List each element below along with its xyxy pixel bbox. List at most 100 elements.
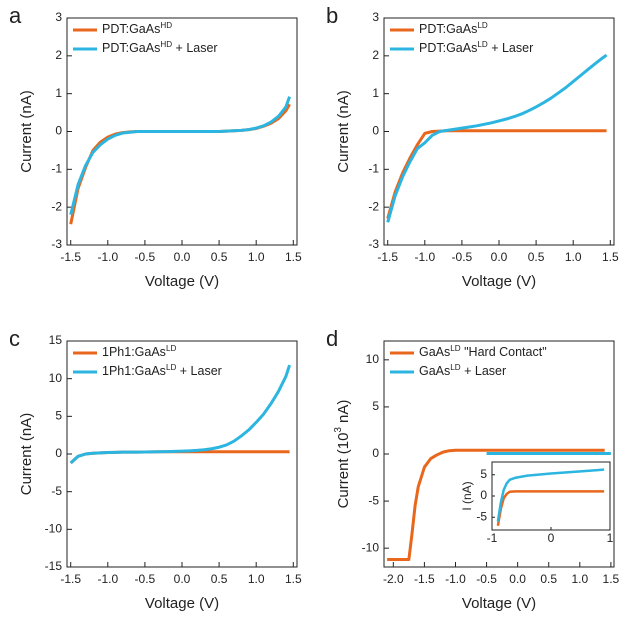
y-tick-label: -5	[368, 493, 379, 507]
y-tick-label: 2	[372, 48, 379, 62]
y-tick-label: 5	[55, 409, 62, 423]
y-axis-label: Current (103 nA)	[333, 400, 352, 509]
x-tick-label: -1.5	[60, 250, 81, 264]
x-axis-label: Voltage (V)	[462, 595, 536, 612]
text-part: GaAs	[419, 364, 450, 378]
x-axis-label: Voltage (V)	[462, 273, 536, 290]
x-tick-label: -0.5	[135, 572, 156, 586]
y-tick-label: -1	[368, 162, 379, 176]
x-tick-label: -1.0	[445, 572, 466, 586]
legend-label: 1Ph1:GaAsLD + Laser	[102, 363, 222, 379]
text-part: Current (10	[335, 433, 352, 509]
panel-label: c	[9, 326, 20, 351]
panel-label: a	[9, 3, 22, 28]
y-tick-label: 1	[55, 86, 62, 100]
x-tick-label: -1.5	[414, 572, 435, 586]
plot-frame	[491, 461, 611, 531]
y-tick-label: -3	[368, 237, 379, 251]
x-tick-label: -1.0	[97, 572, 118, 586]
y-axis-label: I (nA)	[460, 481, 474, 510]
superscript: LD	[450, 344, 461, 353]
y-axis-label: Current (nA)	[18, 413, 35, 496]
y-tick-label: 10	[49, 371, 63, 385]
x-tick-label: 1.0	[248, 572, 265, 586]
x-tick-label: 0.0	[174, 250, 191, 264]
x-tick-label: 1.5	[602, 250, 619, 264]
x-tick-label: 0	[548, 531, 555, 545]
series-line	[69, 103, 291, 225]
text-part: + Laser	[461, 364, 507, 378]
y-tick-label: 5	[372, 399, 379, 413]
plot-frame	[66, 340, 298, 568]
y-tick-label: 0	[372, 124, 379, 138]
series-line	[386, 129, 607, 219]
x-tick-label: -0.5	[476, 572, 497, 586]
series-line	[386, 53, 608, 223]
x-tick-label: -0.5	[135, 250, 156, 264]
legend-label: 1Ph1:GaAsLD	[102, 344, 176, 360]
text-part: nA)	[335, 400, 352, 428]
series-line	[496, 490, 605, 526]
plot-frame	[66, 17, 298, 246]
x-tick-label: 0.0	[509, 572, 526, 586]
x-tick-label: 1	[607, 531, 614, 545]
x-tick-label: 1.0	[565, 250, 582, 264]
superscript: HD	[160, 21, 172, 30]
y-tick-label: 0	[480, 488, 487, 502]
series-line	[69, 96, 291, 216]
y-axis-label: Current (nA)	[18, 90, 35, 173]
legend-label: GaAsLD + Laser	[419, 363, 506, 379]
x-tick-label: 1.5	[285, 572, 302, 586]
panel-label: b	[326, 3, 338, 28]
x-tick-label: 0.5	[540, 572, 557, 586]
x-tick-label: -1.0	[97, 250, 118, 264]
text-part: + Laser	[488, 41, 534, 55]
plot-frame	[383, 17, 615, 246]
text-part: PDT:GaAs	[102, 41, 160, 55]
legend-label: GaAsLD "Hard Contact"	[419, 344, 547, 360]
series-line	[69, 364, 292, 465]
y-tick-label: -1	[51, 162, 62, 176]
text-part: 1Ph1:GaAs	[102, 345, 166, 359]
legend-label: PDT:GaAsLD + Laser	[419, 40, 533, 56]
x-tick-label: -1.5	[377, 250, 398, 264]
y-tick-label: -10	[45, 522, 63, 536]
x-tick-label: -1.5	[60, 572, 81, 586]
y-axis-label: Current (nA)	[335, 90, 352, 173]
text-part: 1Ph1:GaAs	[102, 364, 166, 378]
series-line	[387, 448, 605, 561]
legend-label: PDT:GaAsHD	[102, 21, 172, 37]
y-tick-label: 15	[49, 333, 63, 347]
y-tick-label: -3	[51, 237, 62, 251]
superscript: LD	[166, 344, 177, 353]
x-tick-label: 0.0	[174, 572, 191, 586]
x-axis-label: Voltage (V)	[145, 273, 219, 290]
y-tick-label: 3	[372, 10, 379, 24]
text-part: + Laser	[172, 41, 218, 55]
y-tick-label: 10	[366, 352, 380, 366]
y-tick-label: -5	[51, 484, 62, 498]
x-tick-label: 1.0	[571, 572, 588, 586]
y-tick-label: -10	[362, 540, 380, 554]
x-tick-label: 0.0	[491, 250, 508, 264]
inset-background	[492, 462, 610, 530]
series-line	[496, 468, 605, 522]
x-tick-label: 0.5	[211, 572, 228, 586]
x-tick-label: 0.5	[211, 250, 228, 264]
y-tick-label: 3	[55, 10, 62, 24]
superscript: LD	[166, 363, 177, 372]
legend-label: PDT:GaAsLD	[419, 21, 488, 37]
superscript: HD	[160, 40, 172, 49]
superscript: 3	[333, 427, 344, 432]
text-part: "Hard Contact"	[461, 345, 547, 359]
x-axis-label: Voltage (V)	[145, 595, 219, 612]
y-tick-label: 0	[372, 446, 379, 460]
y-tick-label: -2	[51, 199, 62, 213]
y-tick-label: -2	[368, 199, 379, 213]
y-tick-label: 0	[55, 446, 62, 460]
x-tick-label: 1.0	[248, 250, 265, 264]
text-part: PDT:GaAs	[102, 22, 160, 36]
y-tick-label: 0	[55, 124, 62, 138]
panel-label: d	[326, 326, 338, 351]
x-tick-label: -1.0	[414, 250, 435, 264]
